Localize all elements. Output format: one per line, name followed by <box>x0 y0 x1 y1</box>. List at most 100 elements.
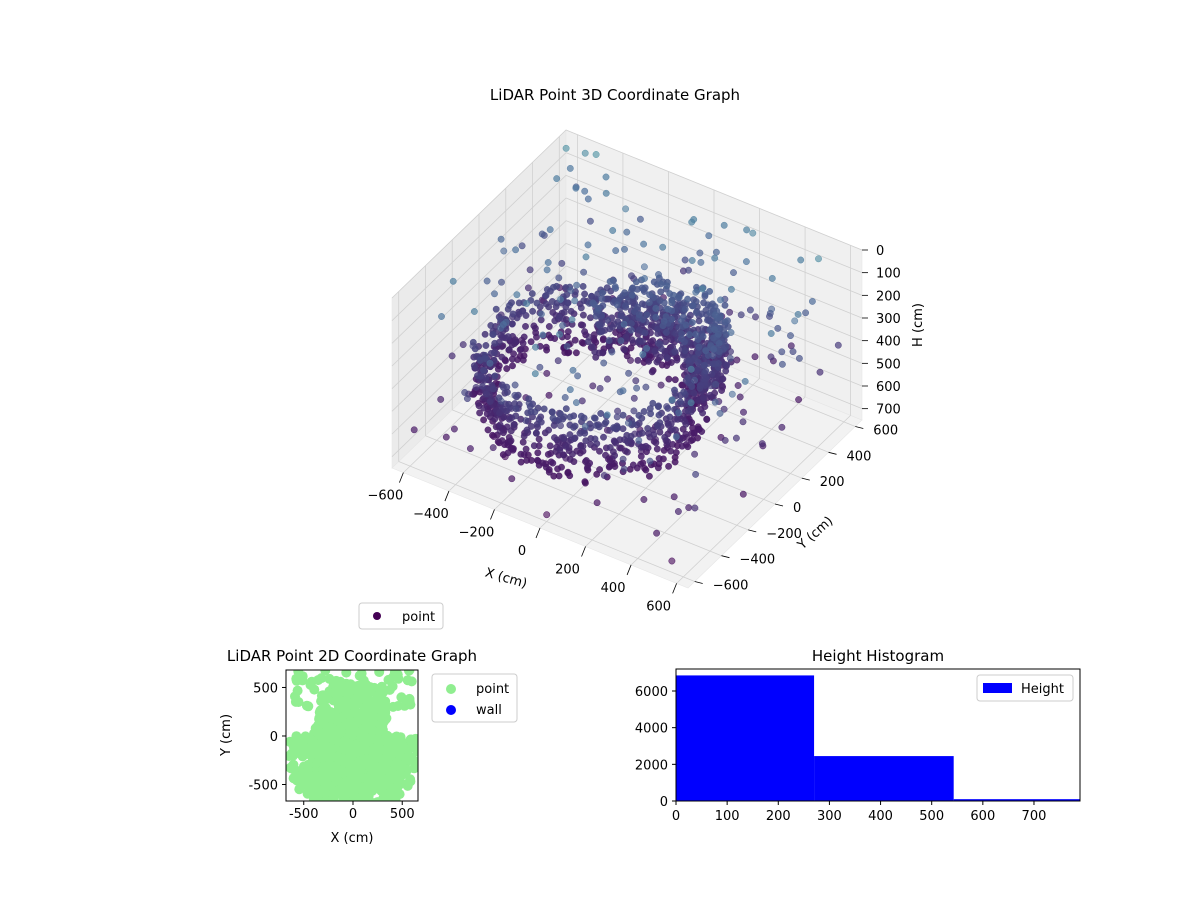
data-point <box>711 254 719 262</box>
data-point <box>529 307 536 315</box>
data-point <box>555 314 563 321</box>
point-marker <box>361 701 372 712</box>
grid-h-left <box>391 129 567 299</box>
data-point <box>635 411 643 419</box>
chart-2d-title: LiDAR Point 2D Coordinate Graph <box>227 647 477 665</box>
data-point <box>655 403 662 411</box>
data-point <box>692 470 699 478</box>
data-point <box>477 372 484 380</box>
data-point <box>580 297 588 304</box>
x-tick-mark <box>490 509 495 520</box>
data-point <box>675 508 682 515</box>
data-point <box>499 384 507 391</box>
point-marker <box>307 780 318 790</box>
data-point <box>834 341 842 349</box>
data-point <box>747 306 754 314</box>
point-marker <box>327 806 337 816</box>
chart-3d-points <box>410 144 842 565</box>
point-marker <box>371 808 381 818</box>
z-tick-label: 0 <box>876 244 884 259</box>
point-marker <box>332 715 343 726</box>
data-point <box>563 342 571 350</box>
data-point <box>672 449 680 456</box>
data-point <box>449 277 457 285</box>
data-point <box>739 490 747 498</box>
data-point <box>614 407 621 415</box>
data-point <box>566 386 574 393</box>
point-marker <box>359 800 365 801</box>
data-point <box>461 389 469 396</box>
data-point <box>479 367 487 374</box>
data-point <box>496 421 504 429</box>
data-point <box>657 280 665 288</box>
data-point <box>679 381 687 389</box>
data-point <box>642 466 650 474</box>
data-point <box>672 330 680 337</box>
data-point <box>596 466 603 473</box>
data-point <box>530 442 538 450</box>
legend-point-marker <box>446 684 456 694</box>
data-point <box>506 404 513 412</box>
data-point <box>611 283 619 290</box>
data-point <box>482 342 490 349</box>
data-point <box>671 348 679 355</box>
data-point <box>660 299 668 307</box>
point-marker <box>328 789 339 799</box>
point-marker <box>350 779 361 790</box>
point-marker <box>329 729 340 739</box>
data-point <box>656 428 664 436</box>
point-marker <box>294 784 305 795</box>
y-tick-label: 0 <box>660 795 668 810</box>
legend-height-label: Height <box>1021 682 1064 697</box>
point-marker <box>357 811 367 821</box>
point-marker <box>376 681 387 692</box>
data-point <box>594 304 602 312</box>
data-point <box>667 447 675 455</box>
data-point <box>487 322 495 329</box>
data-point <box>518 242 526 250</box>
point-marker <box>377 804 387 814</box>
point-marker <box>350 739 361 750</box>
data-point <box>540 405 548 413</box>
data-point <box>606 278 614 285</box>
data-point <box>789 348 797 355</box>
data-point <box>711 311 719 319</box>
data-point <box>476 409 483 417</box>
data-point <box>816 368 824 376</box>
data-point <box>522 322 529 330</box>
point-marker <box>291 731 302 742</box>
data-point <box>611 438 619 446</box>
point-marker <box>297 675 308 686</box>
data-point <box>665 421 672 429</box>
data-point <box>691 504 699 512</box>
data-point <box>459 341 467 348</box>
data-point <box>685 266 692 274</box>
point-marker <box>290 691 300 702</box>
data-point <box>559 322 566 329</box>
point-marker <box>298 768 308 779</box>
data-point <box>688 257 696 264</box>
point-marker <box>359 741 370 752</box>
data-point <box>410 426 418 434</box>
data-point <box>543 369 551 377</box>
data-point <box>532 429 540 437</box>
point-marker <box>362 708 373 719</box>
data-point <box>562 144 570 152</box>
data-point <box>611 452 618 459</box>
data-point <box>591 435 599 443</box>
data-point <box>642 383 650 391</box>
chart-2d: LiDAR Point 2D Coordinate Graph -500 0 500… <box>219 647 518 846</box>
data-point <box>767 330 775 337</box>
data-point <box>519 339 527 347</box>
point-marker <box>338 810 348 820</box>
data-point <box>553 175 561 183</box>
data-point <box>507 427 515 435</box>
data-point <box>652 304 660 312</box>
point-marker <box>358 693 369 704</box>
data-point <box>557 422 564 430</box>
data-point <box>574 372 581 380</box>
data-point <box>644 425 652 432</box>
data-point <box>466 445 474 452</box>
grid-x-floor <box>676 415 851 584</box>
chart-3d-legend: point <box>358 602 444 630</box>
